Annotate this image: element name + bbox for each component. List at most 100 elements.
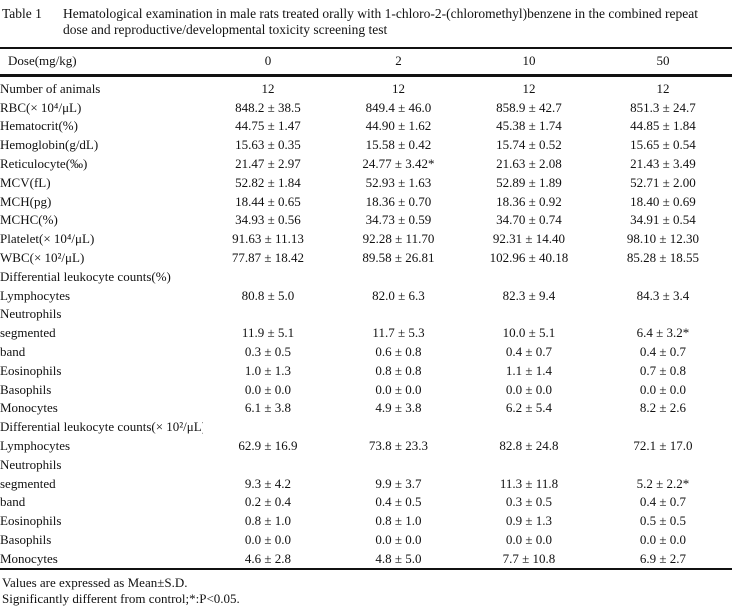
cell-value: 4.9 ± 3.8 xyxy=(375,400,422,416)
cell-value xyxy=(333,455,464,474)
cell-value: 0.3 ± 0.5 xyxy=(244,344,292,360)
cell-value: 89.58 ± 26.81 xyxy=(362,250,435,266)
cell-value: 0.0 ± 0.0 xyxy=(505,532,553,548)
cell-value: 18.36 ± 0.70 xyxy=(365,193,432,209)
cell-value xyxy=(203,305,333,324)
row-label: MCH(pg) xyxy=(0,193,52,209)
row-label: Neutrophils xyxy=(0,456,62,472)
dose-header-label: Dose(mg/kg) xyxy=(8,53,77,69)
row-label: MCV(fL) xyxy=(0,174,51,190)
row-label: Basophils xyxy=(0,381,52,397)
cell-value: 0.8 ± 1.0 xyxy=(375,513,422,529)
table-row: band 0.2 ± 0.4 0.4 ± 0.5 0.3 ± 0.5 0.4 ± 0.7 xyxy=(0,493,732,512)
table-row: Eosinophils 1.0 ± 1.3 0.8 ± 0.8 1.1 ± 1.4 0.… xyxy=(0,361,732,380)
cell-value: 0.5 ± 0.5 xyxy=(639,513,687,529)
table-row: Number of animals 12 12 12 12 xyxy=(0,75,732,98)
cell-value: 52.82 ± 1.84 xyxy=(235,174,301,190)
cell-value xyxy=(464,418,594,437)
cell-value: 6.1 ± 3.8 xyxy=(244,400,292,416)
cell-value xyxy=(594,455,732,474)
cell-value: 52.71 ± 2.00 xyxy=(630,174,696,190)
cell-value xyxy=(594,418,732,437)
cell-value: 34.70 ± 0.74 xyxy=(496,212,562,228)
cell-value: 21.43 ± 3.49 xyxy=(630,156,696,172)
cell-value: 10.0 ± 5.1 xyxy=(502,325,556,341)
cell-value: 98.10 ± 12.30 xyxy=(626,231,700,247)
row-label: MCHC(%) xyxy=(0,212,58,228)
cell-value: 848.2 ± 38.5 xyxy=(235,99,301,115)
table-row: Lymphocytes 62.9 ± 16.9 73.8 ± 23.3 82.8 ± … xyxy=(0,437,732,456)
row-label: Lymphocytes xyxy=(0,438,71,454)
cell-value: 72.1 ± 17.0 xyxy=(633,438,693,454)
row-label: Eosinophils xyxy=(0,362,62,378)
table-row: segmented 9.3 ± 4.2 9.9 ± 3.7 11.3 ± 11.8 5.… xyxy=(0,474,732,493)
table-row: RBC(× 10⁴/μL) 848.2 ± 38.5 849.4 ± 46.0 858… xyxy=(0,98,732,117)
cell-value: 0.4 ± 0.7 xyxy=(505,344,553,360)
cell-value xyxy=(333,305,464,324)
table-row: Differential leukocyte counts(× 10²/μL) xyxy=(0,418,732,437)
table-row: MCH(pg) 18.44 ± 0.65 18.36 ± 0.70 18.36 ± 0… xyxy=(0,192,732,211)
cell-value: 6.9 ± 2.7 xyxy=(639,550,687,566)
cell-value: 77.87 ± 18.42 xyxy=(231,250,305,266)
cell-value: 52.93 ± 1.63 xyxy=(365,174,432,190)
cell-value xyxy=(203,418,333,437)
table-row: Neutrophils xyxy=(0,455,732,474)
cell-value: 11.3 ± 11.8 xyxy=(499,475,559,491)
cell-value: 44.90 ± 1.62 xyxy=(365,118,432,134)
row-label: RBC(× 10⁴/μL) xyxy=(0,99,82,115)
row-label: segmented xyxy=(0,325,56,341)
cell-value: 91.63 ± 11.13 xyxy=(232,231,304,247)
row-label: Hemoglobin(g/dL) xyxy=(0,137,99,153)
cell-value: 5.2 ± 2.2* xyxy=(636,475,690,491)
row-label: Lymphocytes xyxy=(0,287,71,303)
table-row: band 0.3 ± 0.5 0.6 ± 0.8 0.4 ± 0.7 0.4 ± 0.7 xyxy=(0,343,732,362)
row-label: Number of animals xyxy=(0,80,101,96)
dose-value-2: 2 xyxy=(395,53,402,69)
cell-value: 9.9 ± 3.7 xyxy=(375,475,422,491)
row-label: segmented xyxy=(0,475,56,491)
row-label: band xyxy=(0,344,26,360)
table-row: Eosinophils 0.8 ± 1.0 0.8 ± 1.0 0.9 ± 1.3 0.… xyxy=(0,512,732,531)
table-row: WBC(× 10²/μL) 77.87 ± 18.42 89.58 ± 26.81 1… xyxy=(0,249,732,268)
row-label: Eosinophils xyxy=(0,513,62,529)
cell-value: 0.4 ± 0.7 xyxy=(639,494,687,510)
footnotes: Values are expressed as Mean±S.D. Signif… xyxy=(0,570,732,606)
cell-value: 0.0 ± 0.0 xyxy=(244,381,292,397)
cell-value: 34.91 ± 0.54 xyxy=(630,212,696,228)
cell-value: 0.0 ± 0.0 xyxy=(639,381,687,397)
cell-value: 15.63 ± 0.35 xyxy=(235,137,301,153)
row-label: Monocytes xyxy=(0,400,58,416)
cell-value: 11.9 ± 5.1 xyxy=(241,325,295,341)
cell-value xyxy=(464,305,594,324)
cell-value xyxy=(203,267,333,286)
cell-value: 4.8 ± 5.0 xyxy=(375,550,422,566)
table-row: Basophils 0.0 ± 0.0 0.0 ± 0.0 0.0 ± 0.0 0.0 … xyxy=(0,531,732,550)
cell-value: 0.8 ± 0.8 xyxy=(375,362,422,378)
cell-value: 849.4 ± 46.0 xyxy=(365,99,432,115)
cell-value: 82.3 ± 9.4 xyxy=(502,287,556,303)
cell-value: 8.2 ± 2.6 xyxy=(639,400,687,416)
footnote-significance: Significantly different from control;*:P… xyxy=(2,590,240,606)
cell-value: 82.8 ± 24.8 xyxy=(499,438,559,454)
cell-value: 7.7 ± 10.8 xyxy=(502,550,556,566)
cell-value: 44.75 ± 1.47 xyxy=(235,118,301,134)
cell-value xyxy=(464,267,594,286)
row-label: Differential leukocyte counts(× 10²/μL) xyxy=(0,419,203,435)
cell-value: 24.77 ± 3.42* xyxy=(362,156,435,172)
table-row: Differential leukocyte counts(%) xyxy=(0,267,732,286)
cell-value xyxy=(333,418,464,437)
cell-value xyxy=(333,267,464,286)
hematology-table: Dose(mg/kg) 0 2 10 50 Number of animals 1… xyxy=(0,47,732,571)
row-label: Differential leukocyte counts(%) xyxy=(0,268,171,284)
table-row: Basophils 0.0 ± 0.0 0.0 ± 0.0 0.0 ± 0.0 0.0 … xyxy=(0,380,732,399)
cell-value xyxy=(203,455,333,474)
dose-value-10: 10 xyxy=(522,53,536,69)
cell-value: 18.44 ± 0.65 xyxy=(235,193,301,209)
table-body: Number of animals 12 12 12 12 RBC(× 10⁴/μL) 84… xyxy=(0,75,732,569)
row-label: band xyxy=(0,494,26,510)
table-row: MCHC(%) 34.93 ± 0.56 34.73 ± 0.59 34.70 ± 0… xyxy=(0,211,732,230)
cell-value: 21.47 ± 2.97 xyxy=(235,156,301,172)
cell-value: 0.9 ± 1.3 xyxy=(505,513,553,529)
dose-value-0: 0 xyxy=(264,53,272,69)
